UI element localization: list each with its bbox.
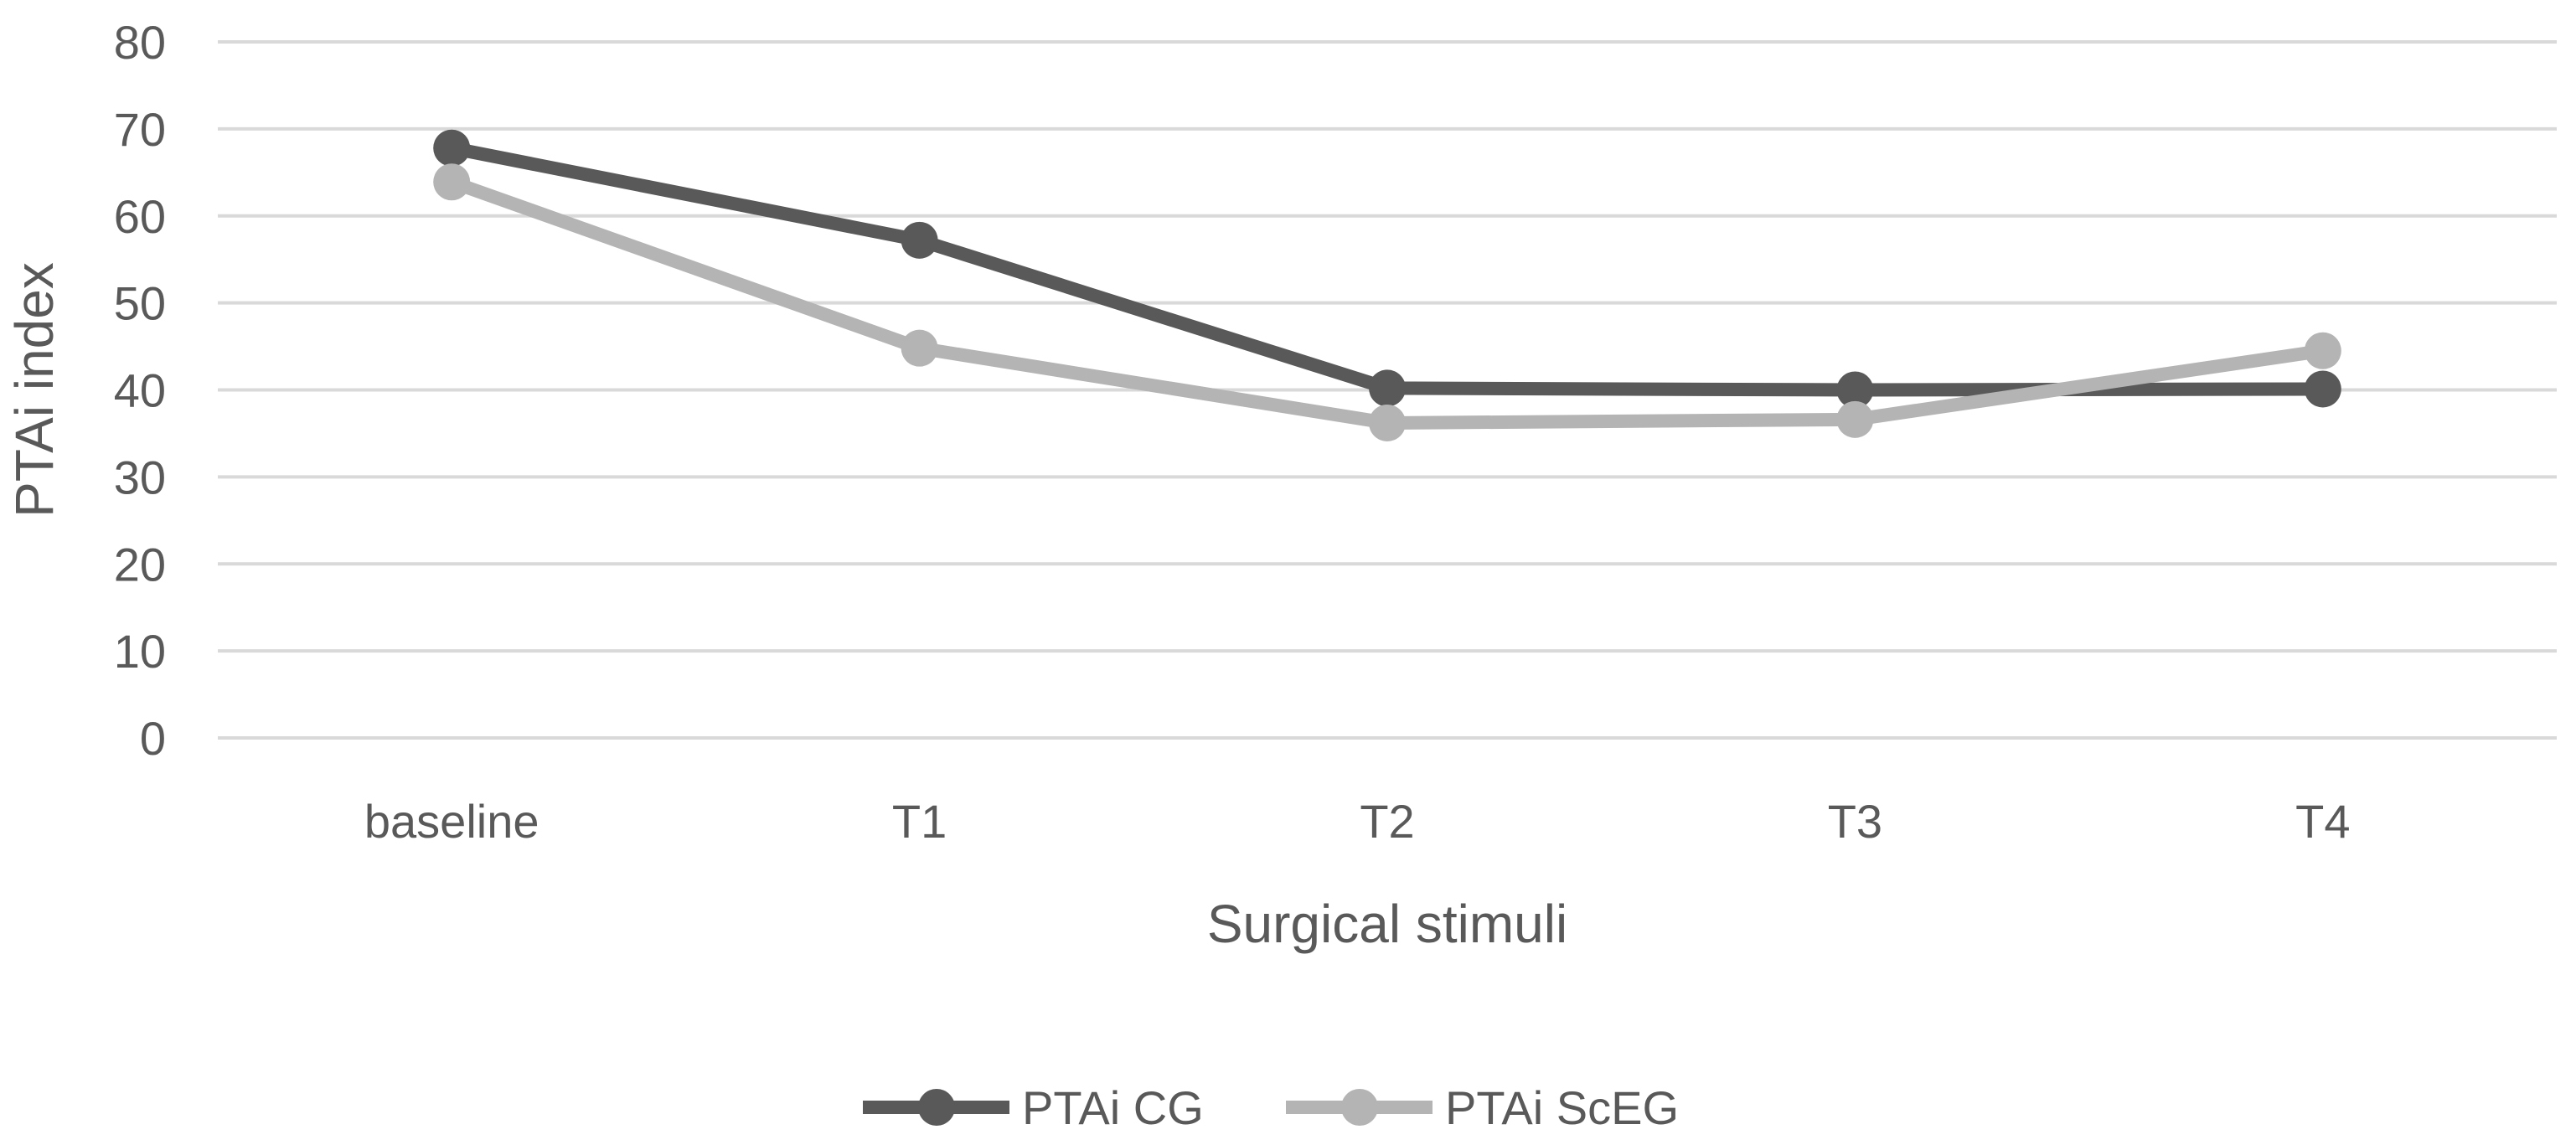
data-point (901, 221, 938, 259)
x-tick-label: T1 (892, 795, 947, 848)
y-axis-ticks: 0 10 20 30 40 50 60 70 80 (114, 16, 166, 765)
legend-item: PTAi CG (863, 1081, 1204, 1134)
legend-marker-swatch (918, 1089, 955, 1126)
data-point (1836, 400, 1874, 438)
data-point (433, 129, 471, 167)
x-axis-title: Surgical stimuli (1207, 894, 1567, 954)
legend-item: PTAi ScEG (1286, 1081, 1679, 1134)
legend-label: PTAi CG (1022, 1081, 1204, 1134)
y-tick-label: 0 (140, 712, 166, 765)
x-tick-label: T2 (1360, 795, 1414, 848)
data-point (2304, 332, 2341, 369)
x-tick-label: T3 (1828, 795, 1882, 848)
y-axis-title: PTAi index (4, 262, 65, 518)
data-point (1836, 371, 1874, 409)
y-tick-label: 20 (114, 538, 166, 591)
x-axis-ticks: baseline T1 T2 T3 T4 (364, 795, 2351, 848)
x-tick-label: baseline (364, 795, 539, 848)
x-tick-label: T4 (2295, 795, 2350, 848)
legend-label: PTAi ScEG (1445, 1081, 1679, 1134)
data-point (2304, 370, 2341, 408)
y-tick-label: 30 (114, 451, 166, 503)
legend: PTAi CG PTAi ScEG (863, 1081, 1679, 1134)
data-point (1369, 369, 1406, 407)
y-tick-label: 40 (114, 364, 166, 417)
data-point (901, 329, 938, 367)
y-tick-label: 70 (114, 103, 166, 156)
data-point (433, 163, 471, 201)
y-tick-label: 10 (114, 625, 166, 678)
y-tick-label: 50 (114, 277, 166, 330)
y-tick-label: 60 (114, 190, 166, 243)
series-1 (433, 129, 2341, 409)
y-tick-label: 80 (114, 16, 166, 69)
series-group (433, 129, 2341, 441)
series-2 (433, 163, 2341, 441)
legend-marker-swatch (1341, 1089, 1378, 1126)
series-line (445, 141, 2330, 397)
data-point (1369, 404, 1406, 441)
